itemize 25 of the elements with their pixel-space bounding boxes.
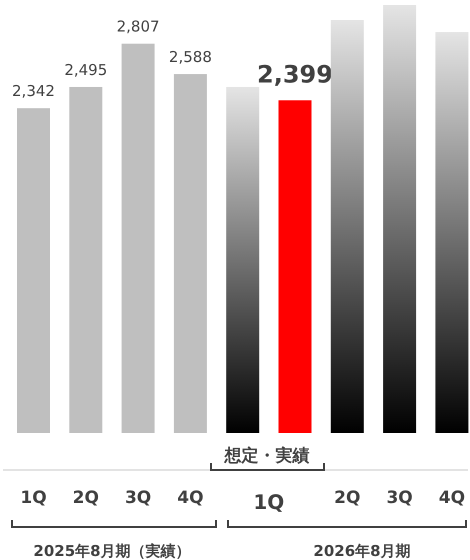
bar xyxy=(435,32,468,433)
x-tick-label: 2Q xyxy=(72,488,99,508)
data-label: 2,495 xyxy=(64,60,108,79)
x-tick-label: 2Q xyxy=(334,488,360,508)
bar xyxy=(330,20,364,433)
data-label: 2,807 xyxy=(116,18,160,36)
bar xyxy=(226,86,260,433)
bar xyxy=(383,5,416,433)
x-tick-label: 1Q xyxy=(253,490,284,514)
text: 想定・実績 xyxy=(224,446,310,466)
bar xyxy=(17,108,50,433)
bar xyxy=(278,100,312,433)
x-tick-label: 4Q xyxy=(438,488,466,508)
x-tick-label: 1Q xyxy=(20,488,47,508)
bar xyxy=(69,86,102,433)
data-label: 2,588 xyxy=(168,48,212,66)
text: 2026年8月期 xyxy=(313,542,411,560)
x-tick-label: 4Q xyxy=(177,488,204,508)
data-label: 2,399 xyxy=(257,60,333,88)
bar xyxy=(174,74,207,433)
x-tick-label: 3Q xyxy=(124,488,152,508)
bar xyxy=(122,44,155,433)
data-label: 2,342 xyxy=(12,82,55,100)
text: 2025年8月期（実績） xyxy=(33,542,191,560)
x-tick-label: 3Q xyxy=(386,488,413,508)
